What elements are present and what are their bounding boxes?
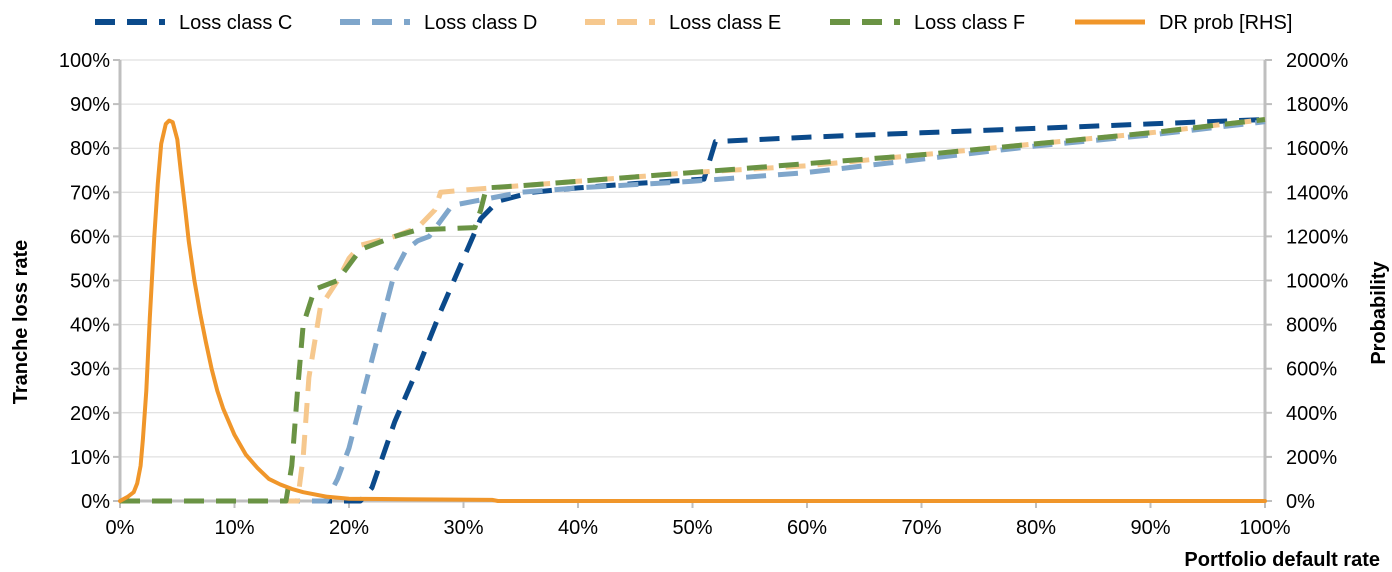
y-tick-label: 50% (70, 271, 110, 293)
y-tick-label: 70% (70, 182, 110, 204)
y-tick-label: 20% (70, 403, 110, 425)
y2-tick-label: 2000% (1286, 50, 1348, 72)
x-tick-label: 40% (558, 517, 598, 539)
series-lines (118, 117, 1267, 504)
y-tick-label: 100% (59, 50, 110, 72)
y-tick-label: 90% (70, 94, 110, 116)
x-tick-label: 50% (672, 517, 712, 539)
legend: Loss class C Loss class D Loss class E Loss… (95, 12, 1292, 34)
legend-label-loss-class-e: Loss class E (669, 12, 781, 34)
x-axis-title: Portfolio default rate (1184, 549, 1380, 571)
x-tick-label: 100% (1239, 517, 1290, 539)
legend-label-loss-class-f: Loss class F (914, 12, 1025, 34)
x-tick-label: 30% (443, 517, 483, 539)
y-tick-label: 10% (70, 447, 110, 469)
y2-tick-label: 1800% (1286, 94, 1348, 116)
y-tick-label: 40% (70, 315, 110, 337)
y2-tick-label: 200% (1286, 447, 1337, 469)
y2-axis-ticks: 0% 200% 400% 600% 800% 1000% 1200% 1400% 1600% 18… (1265, 50, 1348, 513)
series-line-dr-prob-rhs (118, 118, 1267, 503)
series-line-loss-class-e (120, 117, 1266, 504)
y2-tick-label: 0% (1286, 491, 1315, 513)
legend-label-loss-class-d: Loss class D (424, 12, 537, 34)
legend-label-loss-class-c: Loss class C (179, 12, 292, 34)
x-tick-label: 20% (329, 517, 369, 539)
y-tick-label: 80% (70, 138, 110, 160)
series-line-loss-class-c (120, 117, 1266, 504)
gridlines (120, 59, 1265, 458)
series-line-loss-class-f (120, 117, 1266, 504)
y2-tick-label: 1600% (1286, 138, 1348, 160)
y2-tick-label: 1000% (1286, 271, 1348, 293)
series-line-loss-class-d (120, 119, 1266, 504)
x-tick-label: 0% (106, 517, 135, 539)
y-axis-title: Tranche loss rate (10, 240, 32, 405)
y2-tick-label: 600% (1286, 359, 1337, 381)
x-tick-label: 60% (787, 517, 827, 539)
x-tick-label: 90% (1130, 517, 1170, 539)
x-axis-ticks: 0% 10% 20% 30% 40% 50% 60% 70% 80% 90% 100% (106, 501, 1291, 539)
y2-tick-label: 1200% (1286, 226, 1348, 248)
y2-axis-title: Probability (1368, 260, 1390, 364)
y-tick-label: 60% (70, 226, 110, 248)
legend-label-dr-prob-rhs: DR prob [RHS] (1159, 12, 1292, 34)
y-axis-ticks: 0% 10% 20% 30% 40% 50% 60% 70% 80% 90% 100% (59, 50, 120, 513)
x-tick-label: 10% (214, 517, 254, 539)
y2-tick-label: 1400% (1286, 182, 1348, 204)
x-tick-label: 70% (901, 517, 941, 539)
y-tick-label: 0% (81, 491, 110, 513)
y-tick-label: 30% (70, 359, 110, 381)
y2-tick-label: 800% (1286, 315, 1337, 337)
x-tick-label: 80% (1016, 517, 1056, 539)
y2-tick-label: 400% (1286, 403, 1337, 425)
